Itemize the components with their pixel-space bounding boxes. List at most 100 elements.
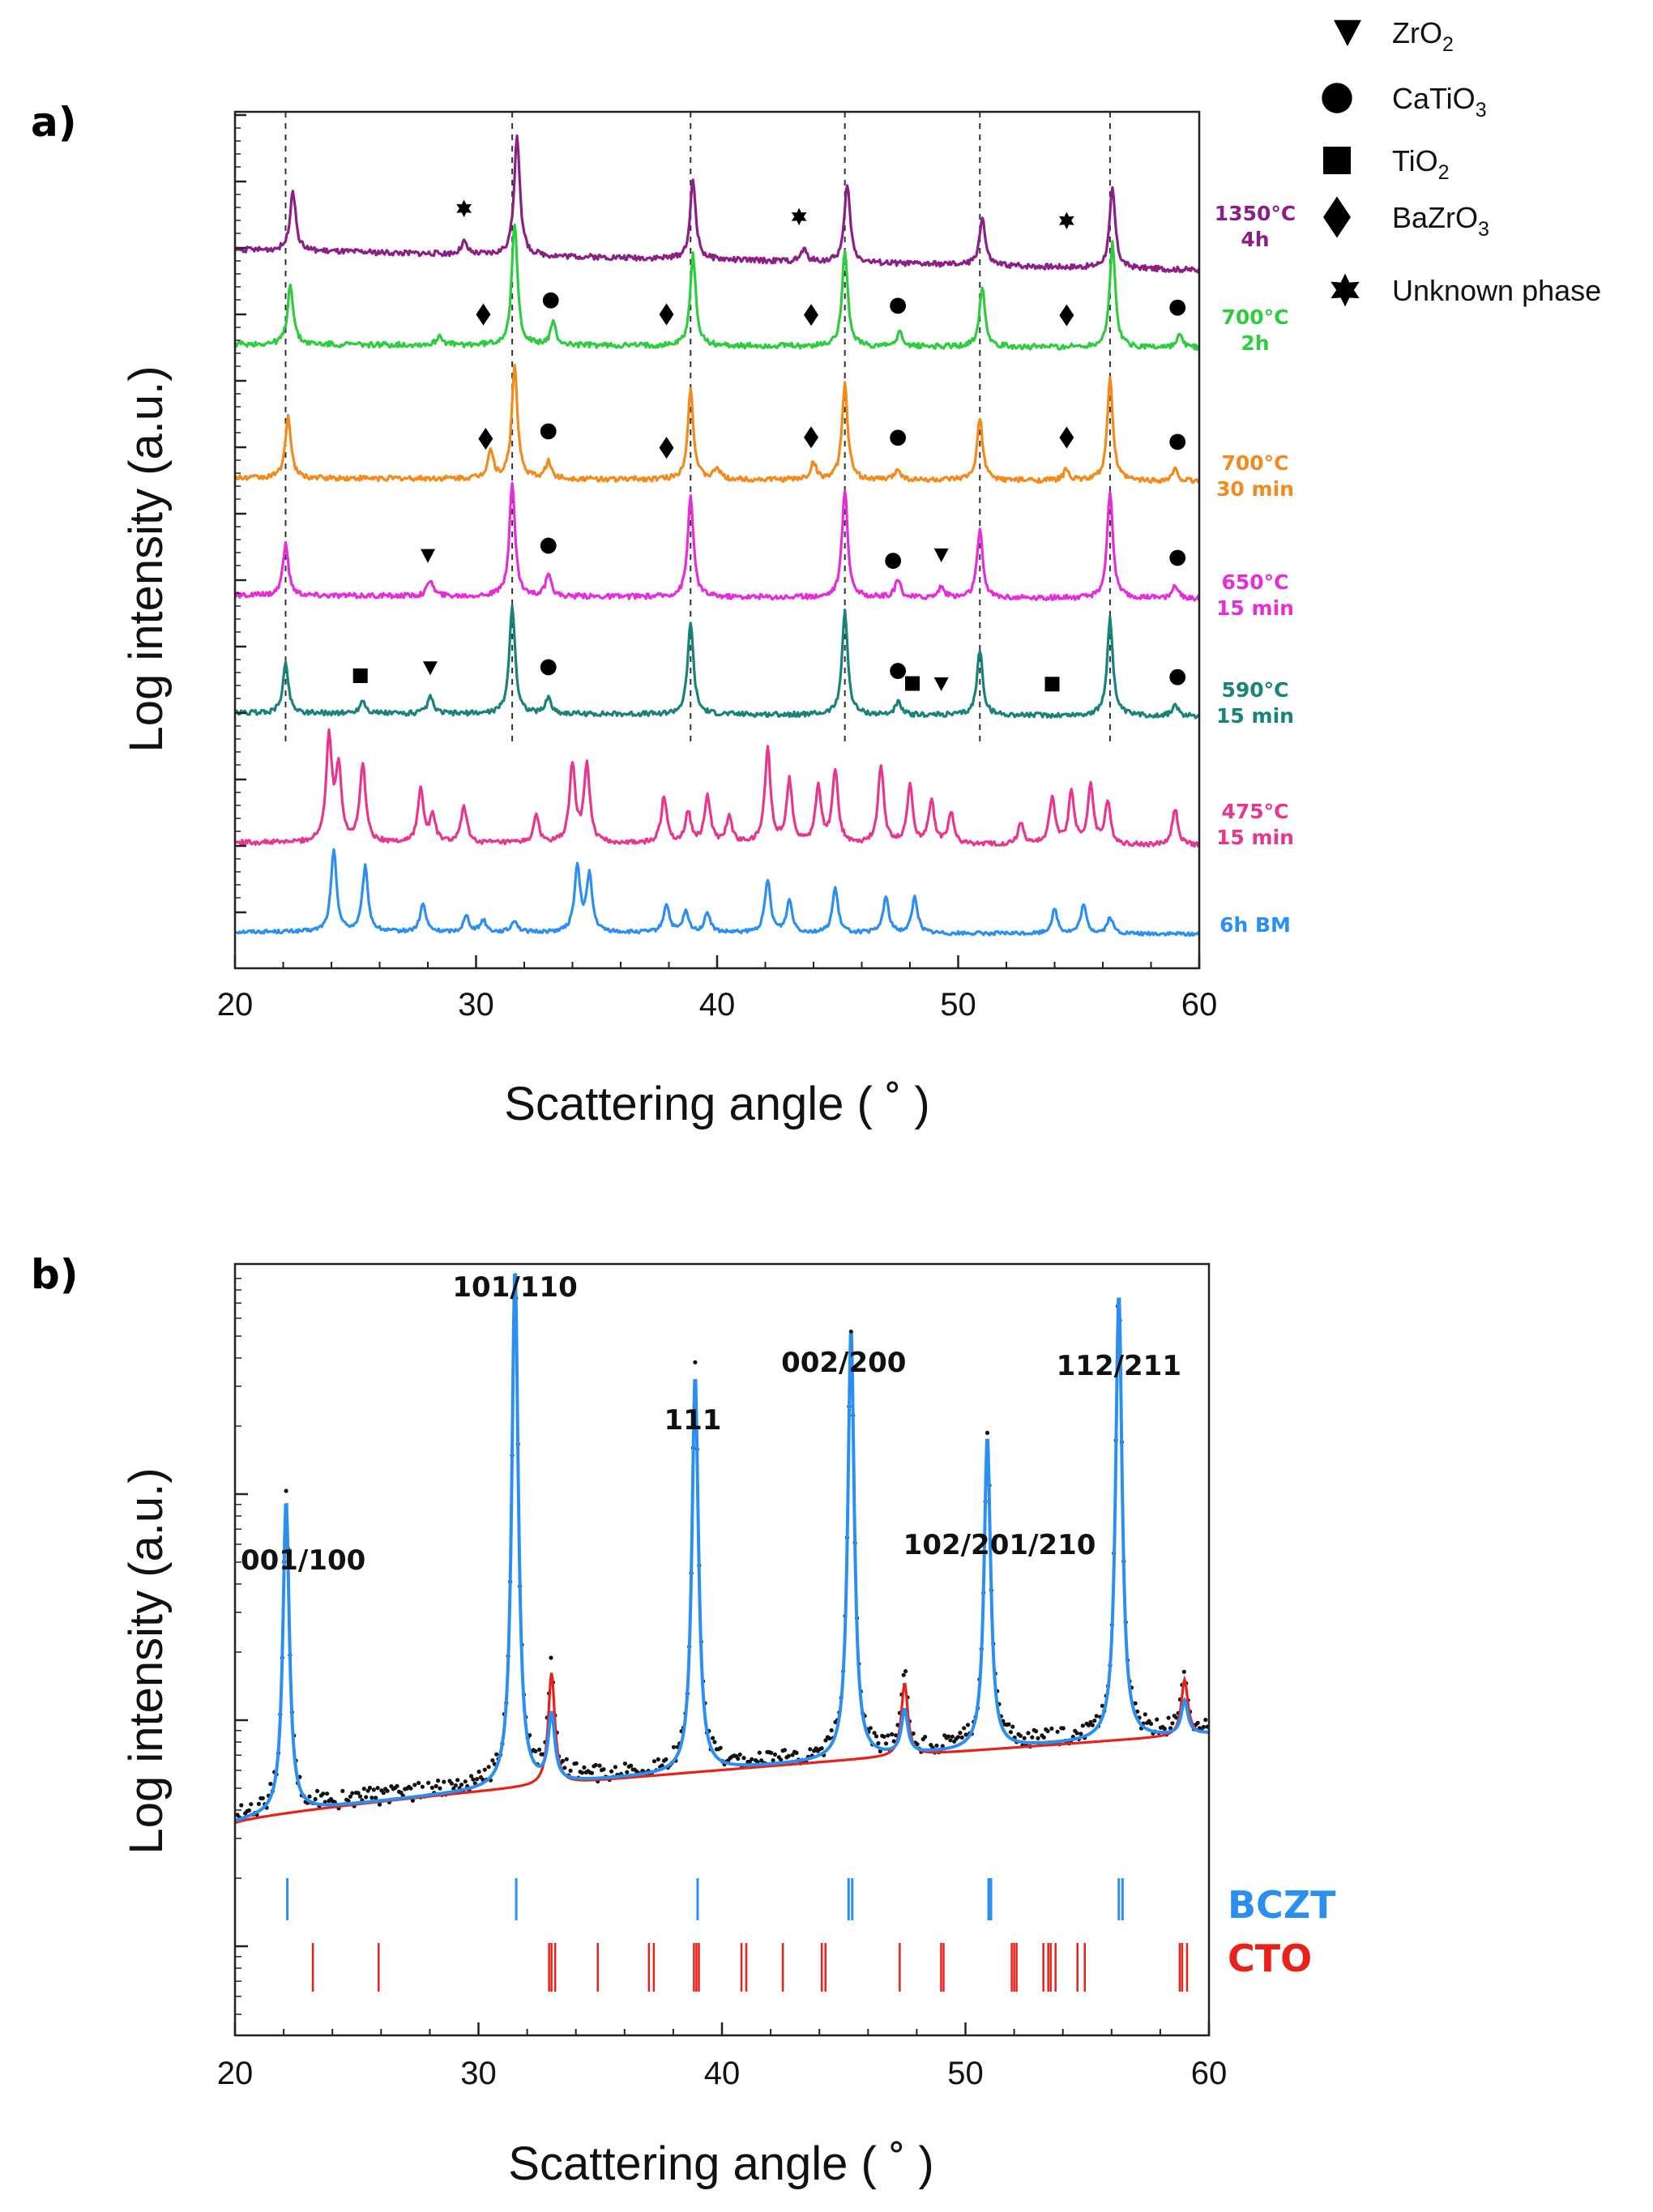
curve-label-4-line1: 700°C bbox=[1221, 451, 1288, 475]
panel-b-x-tick-label-3: 50 bbox=[947, 2056, 984, 2091]
phase-marker-square-28 bbox=[1044, 677, 1060, 692]
observed-point bbox=[1143, 1712, 1147, 1717]
observed-point bbox=[315, 1788, 320, 1793]
observed-point bbox=[1168, 1726, 1173, 1731]
observed-point bbox=[268, 1782, 273, 1787]
panel-b-y-axis-title: Log intensity (a.u.) bbox=[120, 1467, 173, 1854]
observed-point bbox=[1133, 1701, 1138, 1706]
phase-marker-circle-18 bbox=[540, 537, 557, 554]
observed-point bbox=[794, 1750, 799, 1755]
observed-point bbox=[1061, 1726, 1066, 1731]
observed-point bbox=[718, 1745, 723, 1750]
observed-point bbox=[903, 1669, 908, 1674]
observed-point bbox=[769, 1750, 774, 1755]
phase-marker-triangle-down-27 bbox=[933, 677, 949, 692]
observed-point bbox=[911, 1731, 916, 1736]
phase-marker-square-22 bbox=[352, 668, 368, 684]
phase-marker-triangle-down-20 bbox=[933, 548, 949, 562]
panel-b-x-tick-label-0: 20 bbox=[217, 2056, 254, 2091]
observed-point bbox=[246, 1808, 251, 1813]
observed-point bbox=[1055, 1729, 1060, 1734]
legend-symbol-star bbox=[1331, 273, 1360, 307]
bczt-fit-curve bbox=[233, 1273, 1209, 1823]
observed-point bbox=[934, 1743, 939, 1748]
observed-point bbox=[420, 1784, 425, 1789]
observed-point bbox=[562, 1766, 567, 1770]
observed-point bbox=[1100, 1703, 1104, 1708]
observed-point bbox=[950, 1734, 955, 1739]
phase-marker-star-2 bbox=[1059, 211, 1074, 230]
peak-label-1: 101/110 bbox=[452, 1271, 577, 1304]
observed-point bbox=[1030, 1735, 1035, 1740]
observed-point bbox=[1074, 1731, 1079, 1736]
observed-point bbox=[693, 1360, 698, 1364]
phase-marker-star-1 bbox=[791, 207, 807, 226]
observed-point bbox=[829, 1727, 834, 1733]
xrd-curve-4 bbox=[234, 364, 1201, 484]
observed-point bbox=[808, 1747, 813, 1752]
observed-point bbox=[399, 1790, 404, 1795]
panel-a-x-tick-label-3: 50 bbox=[940, 987, 976, 1023]
observed-point bbox=[459, 1783, 464, 1787]
observed-point bbox=[589, 1770, 595, 1775]
observed-point bbox=[574, 1761, 579, 1766]
legend-label-4: Unknown phase bbox=[1392, 274, 1601, 307]
phase-marker-circle-9 bbox=[1169, 299, 1186, 316]
phase-marker-circle-24 bbox=[540, 659, 557, 676]
phase-marker-square-26 bbox=[904, 676, 920, 691]
observed-point bbox=[468, 1774, 474, 1779]
observed-point bbox=[426, 1780, 431, 1785]
observed-point bbox=[486, 1765, 491, 1770]
peak-label-2: 111 bbox=[664, 1404, 721, 1437]
reference-label-bczt: BCZT bbox=[1228, 1883, 1336, 1927]
observed-point bbox=[959, 1735, 964, 1740]
observed-point bbox=[412, 1783, 417, 1787]
observed-point bbox=[915, 1742, 920, 1747]
observed-point bbox=[629, 1763, 634, 1768]
curve-label-2-line2: 15 min bbox=[1216, 704, 1294, 728]
curve-label-1-line2: 15 min bbox=[1216, 826, 1294, 849]
phase-marker-circle-16 bbox=[1169, 433, 1186, 451]
observed-point bbox=[482, 1767, 487, 1772]
observed-point bbox=[560, 1758, 566, 1763]
observed-point bbox=[772, 1752, 778, 1757]
observed-point bbox=[494, 1752, 499, 1757]
peak-label-4: 102/201/210 bbox=[903, 1529, 1096, 1561]
observed-point bbox=[790, 1753, 795, 1757]
observed-point bbox=[340, 1788, 345, 1793]
observed-point bbox=[471, 1777, 476, 1782]
phase-marker-star-0 bbox=[456, 199, 472, 218]
observed-point bbox=[948, 1738, 953, 1743]
observed-point bbox=[395, 1783, 399, 1788]
observed-point bbox=[819, 1746, 824, 1751]
peak-label-3: 002/200 bbox=[781, 1347, 906, 1379]
phase-marker-diamond-12 bbox=[659, 437, 674, 459]
observed-point bbox=[1079, 1732, 1083, 1736]
reference-label-cto: CTO bbox=[1228, 1937, 1312, 1980]
phase-marker-circle-14 bbox=[890, 429, 907, 446]
panel-b-x-tick-label-2: 40 bbox=[704, 2056, 741, 2091]
observed-point bbox=[357, 1794, 363, 1799]
phase-marker-circle-21 bbox=[1169, 549, 1186, 566]
observed-point bbox=[321, 1791, 326, 1796]
xrd-curve-1 bbox=[234, 728, 1201, 848]
observed-point bbox=[609, 1769, 614, 1774]
observed-point bbox=[564, 1757, 569, 1761]
observed-point bbox=[868, 1726, 873, 1731]
observed-point bbox=[1006, 1722, 1011, 1727]
observed-point bbox=[490, 1758, 495, 1763]
xrd-curve-5 bbox=[233, 223, 1201, 352]
legend-label-0: ZrO2 bbox=[1392, 16, 1454, 56]
legend-symbol-triangle-down bbox=[1334, 19, 1361, 46]
observed-point bbox=[872, 1731, 877, 1736]
xrd-curve-3 bbox=[233, 481, 1201, 602]
observed-point bbox=[249, 1802, 254, 1807]
observed-point bbox=[958, 1731, 963, 1736]
curve-label-5-line1: 700°C bbox=[1221, 305, 1288, 329]
curve-label-2-line1: 590°C bbox=[1221, 678, 1288, 702]
observed-point bbox=[537, 1747, 542, 1752]
legend-symbol-diamond bbox=[1323, 196, 1351, 238]
observed-point bbox=[1026, 1731, 1031, 1736]
observed-point bbox=[307, 1794, 312, 1799]
